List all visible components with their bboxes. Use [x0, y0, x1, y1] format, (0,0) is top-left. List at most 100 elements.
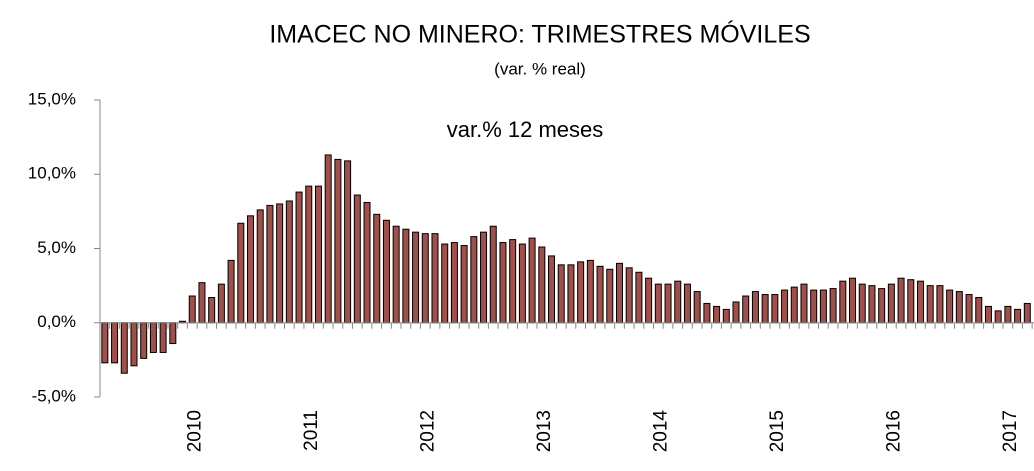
bar — [790, 286, 798, 324]
x-tick-label: 2011 — [301, 410, 322, 451]
bar — [674, 280, 682, 324]
bar — [577, 261, 585, 324]
bar — [509, 239, 517, 324]
bar — [703, 302, 711, 324]
x-tick-label: 2014 — [650, 410, 671, 453]
annotation: var.% 12 meses — [447, 117, 604, 142]
bar — [441, 243, 449, 324]
bar — [713, 305, 721, 324]
bar — [654, 283, 662, 324]
bar — [839, 280, 847, 324]
bar — [256, 209, 264, 324]
x-tick-label: 2012 — [417, 410, 438, 452]
bar — [819, 289, 827, 324]
bar — [373, 213, 381, 324]
bar — [761, 294, 769, 324]
bar — [120, 322, 128, 374]
bar — [276, 203, 284, 324]
bar — [664, 283, 672, 324]
bar — [994, 310, 1002, 324]
bar — [781, 289, 789, 324]
bar — [111, 322, 119, 364]
y-tick-label: 10,0% — [28, 164, 76, 183]
bar — [149, 322, 157, 353]
bar — [625, 267, 633, 324]
bar — [285, 200, 293, 324]
bar — [382, 219, 390, 324]
bar — [926, 285, 934, 324]
bar — [771, 294, 779, 324]
bar — [868, 285, 876, 324]
bar — [1014, 308, 1022, 324]
bar — [188, 295, 196, 324]
bar — [858, 283, 866, 324]
bar — [975, 297, 983, 324]
bar — [887, 283, 895, 324]
bar — [596, 265, 604, 324]
bar — [567, 264, 575, 324]
bar — [1004, 305, 1012, 324]
bar — [742, 295, 750, 324]
bar — [732, 301, 740, 324]
bar — [683, 283, 691, 324]
bar — [635, 271, 643, 324]
bar — [130, 322, 138, 367]
bar — [169, 322, 177, 345]
bar — [586, 259, 594, 324]
bar — [751, 291, 759, 324]
bar — [955, 291, 963, 324]
bar — [314, 185, 322, 324]
bar — [470, 236, 478, 324]
bar — [227, 259, 235, 324]
bar — [266, 204, 274, 324]
x-tick-label: 2013 — [534, 410, 555, 452]
bar — [412, 231, 420, 324]
bar — [615, 262, 623, 324]
bar — [849, 277, 857, 324]
bar — [907, 279, 915, 324]
bar — [159, 322, 167, 353]
bar — [538, 246, 546, 324]
bar — [480, 231, 488, 324]
y-tick-label: 5,0% — [37, 238, 76, 257]
bar — [548, 255, 556, 324]
bar — [557, 264, 565, 324]
bar — [965, 294, 973, 324]
bar — [295, 191, 303, 324]
bar — [645, 277, 653, 324]
chart-subtitle: (var. % real) — [494, 59, 586, 78]
bar — [140, 322, 148, 359]
bar — [353, 194, 361, 324]
bar — [450, 242, 458, 324]
chart-title: IMACEC NO MINERO: TRIMESTRES MÓVILES — [269, 20, 810, 49]
bar — [363, 201, 371, 324]
bar — [693, 291, 701, 324]
x-tick-label: 2016 — [883, 410, 904, 452]
bar — [460, 245, 468, 324]
bar — [305, 185, 313, 324]
bar — [606, 268, 614, 324]
bar — [334, 158, 342, 324]
bar — [946, 289, 954, 324]
bar — [489, 225, 497, 324]
bar — [217, 283, 225, 324]
y-tick-label: 15,0% — [28, 89, 76, 108]
bar — [431, 233, 439, 324]
bar — [1023, 302, 1031, 324]
bar — [722, 308, 730, 324]
bar — [247, 215, 255, 324]
bar — [829, 288, 837, 324]
bar — [324, 154, 332, 324]
x-tick-label: 2017 — [1000, 410, 1021, 452]
bar — [984, 305, 992, 324]
bar — [936, 285, 944, 324]
bar — [800, 283, 808, 324]
x-tick-label: 2015 — [767, 410, 788, 452]
bar — [421, 233, 429, 324]
bar — [237, 222, 245, 324]
bar — [878, 288, 886, 324]
bar — [198, 282, 206, 324]
bar — [916, 280, 924, 324]
bar — [499, 242, 507, 324]
